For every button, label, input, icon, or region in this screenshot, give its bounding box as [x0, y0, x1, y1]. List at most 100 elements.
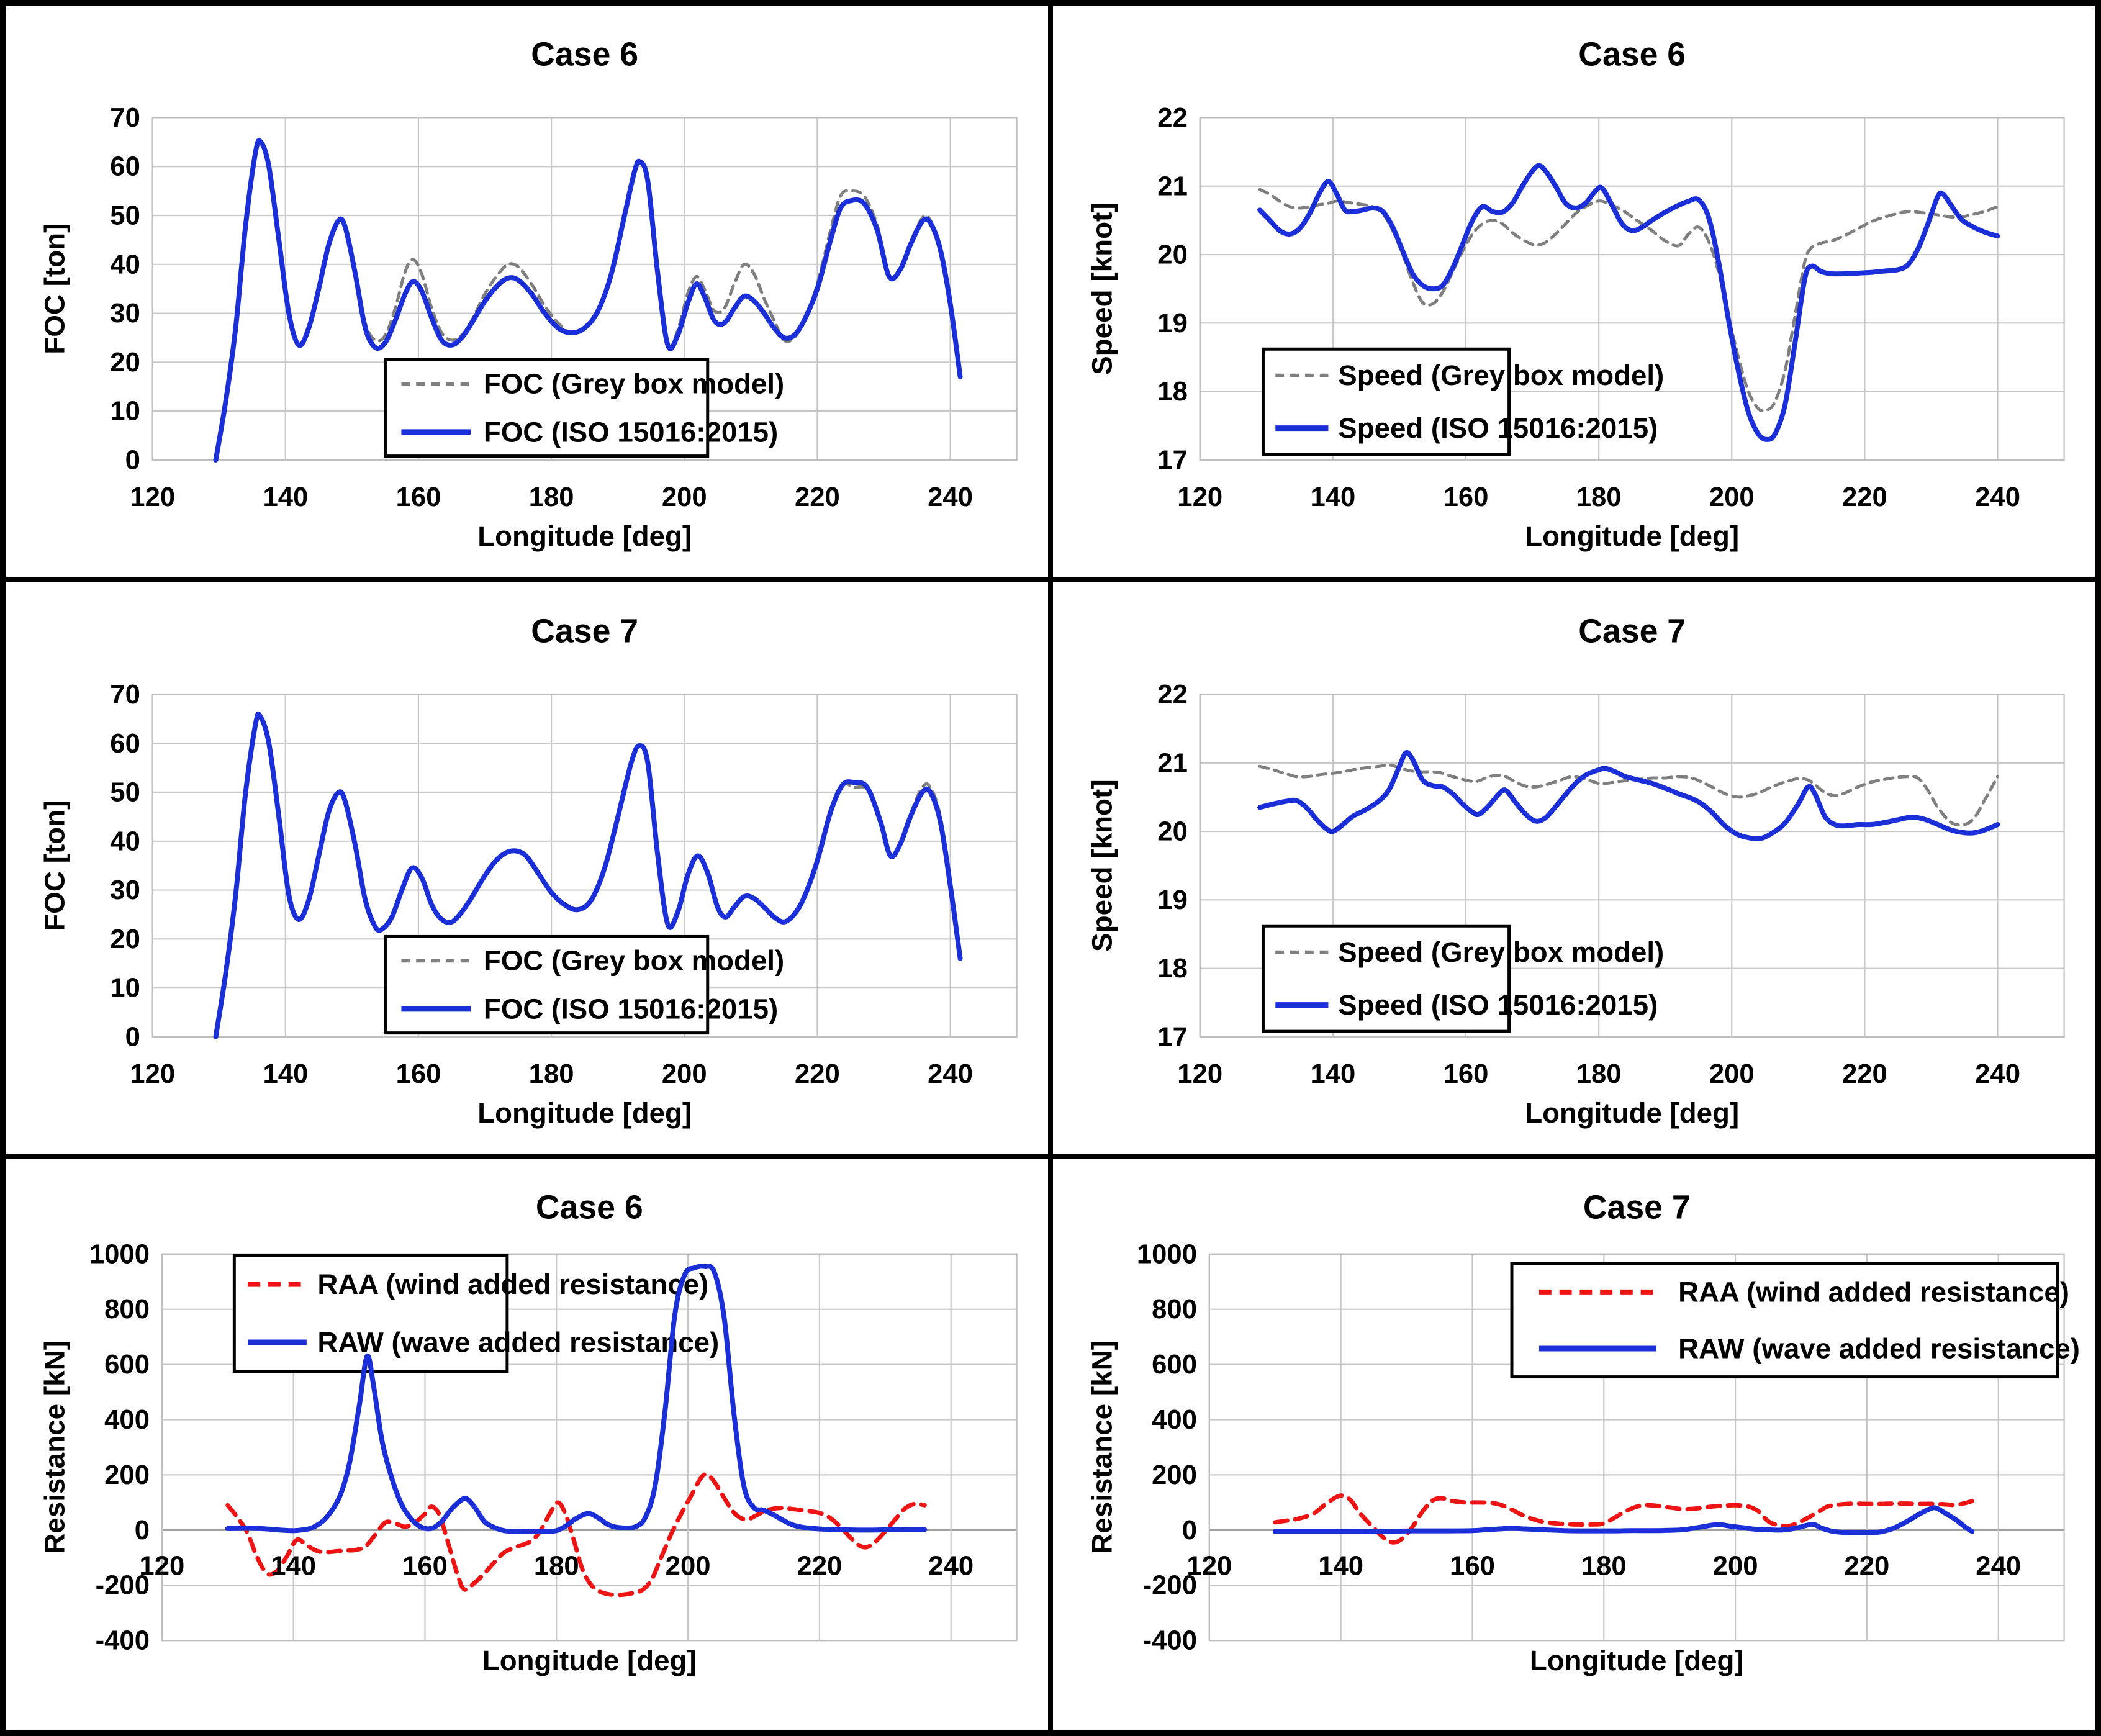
x-tick-label: 240 [928, 1059, 973, 1089]
chart-case7-resistance: RAA (wind added resistance) RAW (wave add… [1086, 1189, 2080, 1676]
y-tick-label: 0 [135, 1515, 150, 1545]
y-tick-label: 60 [110, 728, 140, 758]
panel-title: Case 6 [1578, 36, 1686, 73]
y-tick-label: -400 [96, 1625, 150, 1656]
panel-title: Case 7 [1583, 1189, 1691, 1226]
series-speed-iso-15016-2015- [1257, 163, 2000, 442]
x-tick-label: 200 [662, 1059, 707, 1089]
x-tick-label: 180 [1576, 482, 1622, 512]
legend-label: Speed (Grey box model) [1338, 359, 1664, 391]
legend-box [1261, 924, 1511, 1033]
y-tick-label: 18 [1157, 376, 1188, 407]
plot-border [1208, 1253, 2065, 1642]
y-tick-label: 200 [1152, 1460, 1197, 1490]
x-tick-label: 160 [402, 1551, 448, 1581]
x-axis-label: Longitude [deg] [477, 520, 692, 552]
y-tick-label: 20 [1157, 816, 1188, 846]
y-tick-label: 20 [110, 347, 140, 377]
y-axis-label: FOC [ton] [38, 224, 70, 355]
plot-border [1199, 694, 2065, 1038]
y-tick-label: 22 [1157, 102, 1188, 133]
chart-case6-speed: Speed (Grey box model) Speed (ISO 15016:2… [1086, 36, 2065, 552]
chart-case7-speed: Speed (Grey box model) Speed (ISO 15016:2… [1086, 612, 2065, 1129]
x-tick-label: 240 [1975, 482, 2020, 512]
x-tick-label: 220 [1842, 1059, 1887, 1089]
panel-title: Case 6 [536, 1189, 643, 1226]
x-tick-label: 140 [1318, 1551, 1363, 1581]
y-tick-label: 0 [125, 1021, 140, 1052]
x-tick-label: 140 [263, 1059, 308, 1089]
y-tick-label: 0 [1182, 1515, 1197, 1545]
y-axis-label: Speed [knot] [1086, 202, 1118, 375]
x-tick-label: 120 [1177, 482, 1222, 512]
chart-case6-foc: FOC (Grey box model) FOC (ISO 15016:2015)… [38, 36, 1018, 552]
y-tick-label: 40 [110, 249, 140, 279]
x-tick-label: 200 [666, 1551, 711, 1581]
y-tick-label: 800 [1152, 1294, 1197, 1324]
y-tick-label: -200 [1143, 1570, 1197, 1601]
x-tick-label: 120 [139, 1551, 184, 1581]
x-tick-label: 220 [795, 1059, 840, 1089]
chart-panel-case6-resistance: RAA (wind added resistance) RAW (wave add… [3, 1156, 1050, 1733]
y-tick-label: -200 [96, 1570, 150, 1601]
y-tick-label: 20 [110, 923, 140, 954]
chart-panel-case7-resistance: RAA (wind added resistance) RAW (wave add… [1050, 1156, 2098, 1733]
y-tick-label: 21 [1157, 748, 1188, 778]
chart-panel-case7-speed: Speed (Grey box model) Speed (ISO 15016:2… [1050, 579, 2098, 1157]
series-raw-wave-added-resistance- [225, 1264, 928, 1535]
y-axis-label: Speed [knot] [1086, 779, 1118, 952]
series-raa-wind-added-resistance- [225, 1472, 927, 1598]
y-tick-label: 10 [110, 972, 140, 1003]
x-axis-label: Longitude [deg] [1525, 1097, 1739, 1129]
x-axis-label: Longitude [deg] [477, 1097, 692, 1129]
y-tick-label: 1000 [89, 1239, 150, 1270]
plot-border [1199, 117, 2065, 461]
chart-panel-case6-foc: FOC (Grey box model) FOC (ISO 15016:2015)… [3, 3, 1050, 580]
legend-label: FOC (ISO 15016:2015) [484, 416, 778, 448]
x-tick-label: 200 [1709, 482, 1755, 512]
chart-case7-foc: FOC (Grey box model) FOC (ISO 15016:2015)… [38, 612, 1018, 1129]
y-axis-label: Resistance [kN] [1086, 1340, 1118, 1554]
x-tick-label: 200 [662, 482, 707, 512]
x-tick-label: 140 [263, 482, 308, 512]
legend-label: RAA (wind added resistance) [1678, 1277, 2069, 1308]
y-tick-label: 70 [110, 102, 140, 133]
x-tick-label: 240 [928, 482, 973, 512]
y-tick-label: 50 [110, 777, 140, 807]
y-tick-label: 40 [110, 826, 140, 856]
x-tick-label: 240 [1976, 1551, 2021, 1581]
x-tick-label: 160 [1444, 1059, 1489, 1089]
series-speed-iso-15016-2015- [1257, 749, 2000, 841]
y-tick-label: 50 [110, 200, 140, 230]
y-tick-label: 0 [125, 445, 140, 475]
legend-box [1261, 347, 1511, 456]
panel-title: Case 7 [1578, 612, 1686, 649]
y-tick-label: -400 [1143, 1625, 1197, 1656]
series-speed-grey-box-model- [1258, 763, 2000, 826]
series-foc-iso-15016-2015- [213, 711, 963, 1039]
y-tick-label: 30 [110, 875, 140, 905]
y-tick-label: 18 [1157, 953, 1188, 983]
legend-label: Speed (ISO 15016:2015) [1338, 989, 1658, 1021]
y-tick-label: 70 [110, 679, 140, 710]
y-tick-label: 400 [104, 1404, 150, 1435]
x-tick-label: 140 [271, 1551, 316, 1581]
legend-box [383, 934, 710, 1034]
x-tick-label: 240 [1975, 1059, 2020, 1089]
x-tick-label: 160 [396, 1059, 441, 1089]
y-tick-label: 600 [104, 1349, 150, 1380]
x-tick-label: 220 [1844, 1551, 1889, 1581]
legend-label: RAA (wind added resistance) [317, 1268, 708, 1300]
x-tick-label: 200 [1713, 1551, 1758, 1581]
plot-border [151, 694, 1018, 1038]
x-tick-label: 180 [1576, 1059, 1622, 1089]
y-tick-label: 60 [110, 151, 140, 182]
y-tick-label: 600 [1152, 1349, 1197, 1380]
chart-panel-case6-speed: Speed (Grey box model) Speed (ISO 15016:2… [1050, 3, 2098, 580]
y-tick-label: 400 [1152, 1404, 1197, 1435]
legend-label: RAW (wave added resistance) [1678, 1333, 2080, 1365]
legend-label: FOC (Grey box model) [484, 944, 784, 976]
x-tick-label: 180 [529, 1059, 574, 1089]
x-tick-label: 180 [529, 482, 574, 512]
plot-border [151, 117, 1018, 461]
